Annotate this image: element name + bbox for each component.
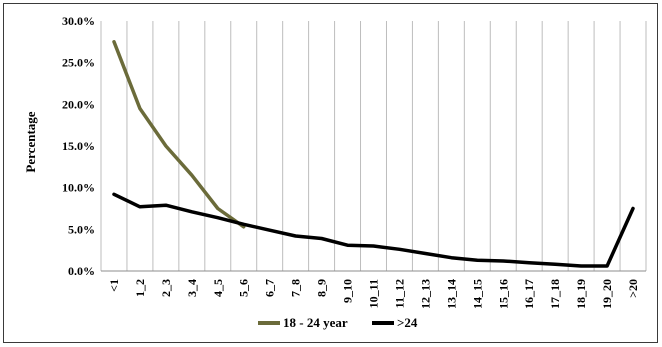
x-tick-label: 9_10 <box>341 279 355 303</box>
x-tick-label: 11_12 <box>392 279 406 308</box>
x-tick-label: 2_3 <box>159 279 173 297</box>
x-tick-label: 4_5 <box>211 279 225 297</box>
chart-frame <box>3 3 658 343</box>
series-layer <box>112 40 635 268</box>
x-tick-label: 18_19 <box>574 279 588 309</box>
x-tick-label: 16_17 <box>522 279 536 309</box>
y-tick-label: 20.0% <box>62 97 95 111</box>
legend-label-2: >24 <box>397 315 418 330</box>
x-tick-label: 14_15 <box>470 279 484 309</box>
x-tick-label: 12_13 <box>418 279 432 309</box>
y-tick-label: 10.0% <box>62 181 95 195</box>
legend-label-1: 18 - 24 year <box>283 315 348 330</box>
grid-layer <box>100 21 647 271</box>
y-tick-label: 30.0% <box>62 14 95 28</box>
legend: 18 - 24 year >24 <box>258 315 418 330</box>
x-tick-label: 10_11 <box>367 279 381 308</box>
series-line-1 <box>112 40 246 229</box>
x-tick-label: 17_18 <box>548 279 562 309</box>
y-axis-label: Percentage <box>23 111 38 172</box>
y-tick-label: 25.0% <box>62 56 95 70</box>
x-tick-label: 5_6 <box>237 279 251 297</box>
x-tick-label: >20 <box>626 279 640 298</box>
x-tick-label: 1_2 <box>133 279 147 297</box>
x-tick-label: 19_20 <box>600 279 614 309</box>
x-tick-label: 13_14 <box>444 279 458 309</box>
x-tick-label: 6_7 <box>263 279 277 297</box>
label-layer: 0.0% 5.0% 10.0% 15.0% 20.0% 25.0% 30.0% <1 1_2 2_… <box>62 14 640 309</box>
series-line-2 <box>112 192 635 268</box>
y-tick-label: 0.0% <box>68 264 95 278</box>
x-tick-label: 8_9 <box>315 279 329 297</box>
y-tick-label: 15.0% <box>62 139 95 153</box>
y-tick-label: 5.0% <box>68 222 95 236</box>
x-tick-label: <1 <box>107 279 121 292</box>
x-tick-label: 15_16 <box>496 279 510 309</box>
x-tick-label: 7_8 <box>289 279 303 297</box>
x-tick-label: 3_4 <box>185 279 199 297</box>
